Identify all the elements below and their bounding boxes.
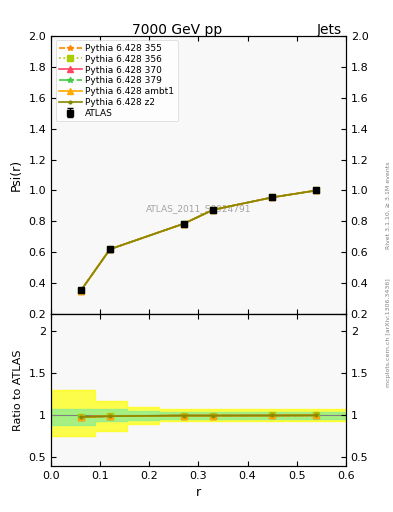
Pythia 6.428 356	[108, 246, 112, 252]
Pythia 6.428 356	[78, 288, 83, 294]
Pythia 6.428 355	[108, 246, 112, 252]
Line: Pythia 6.428 370: Pythia 6.428 370	[78, 188, 319, 294]
Pythia 6.428 356	[211, 207, 216, 213]
Pythia 6.428 355	[314, 187, 319, 194]
Pythia 6.428 ambt1	[314, 187, 319, 194]
Pythia 6.428 370	[211, 207, 216, 213]
Pythia 6.428 356	[314, 187, 319, 194]
Pythia 6.428 379	[78, 288, 83, 294]
Pythia 6.428 z2	[211, 207, 216, 213]
Pythia 6.428 ambt1	[78, 288, 83, 294]
Pythia 6.428 379	[314, 187, 319, 194]
Pythia 6.428 370	[314, 187, 319, 194]
Pythia 6.428 370	[182, 221, 186, 227]
Pythia 6.428 356	[182, 221, 186, 227]
Pythia 6.428 z2	[270, 195, 275, 201]
Pythia 6.428 z2	[108, 246, 112, 252]
Text: Rivet 3.1.10, ≥ 3.1M events: Rivet 3.1.10, ≥ 3.1M events	[386, 161, 391, 248]
Y-axis label: Ratio to ATLAS: Ratio to ATLAS	[13, 349, 23, 431]
Pythia 6.428 z2	[78, 288, 83, 294]
Pythia 6.428 356	[270, 195, 275, 201]
Line: Pythia 6.428 ambt1: Pythia 6.428 ambt1	[78, 188, 319, 294]
Legend: Pythia 6.428 355, Pythia 6.428 356, Pythia 6.428 370, Pythia 6.428 379, Pythia 6: Pythia 6.428 355, Pythia 6.428 356, Pyth…	[55, 40, 178, 121]
Pythia 6.428 z2	[314, 187, 319, 194]
Text: ATLAS_2011_S8924791: ATLAS_2011_S8924791	[146, 204, 251, 213]
Pythia 6.428 379	[270, 195, 275, 201]
Pythia 6.428 ambt1	[182, 221, 186, 227]
Pythia 6.428 370	[108, 246, 112, 252]
Pythia 6.428 z2	[182, 221, 186, 227]
Pythia 6.428 355	[211, 207, 216, 213]
Pythia 6.428 355	[270, 195, 275, 201]
Y-axis label: Psi(r): Psi(r)	[10, 159, 23, 191]
Pythia 6.428 370	[78, 288, 83, 294]
X-axis label: r: r	[196, 486, 201, 499]
Text: 7000 GeV pp: 7000 GeV pp	[132, 23, 222, 37]
Pythia 6.428 379	[108, 246, 112, 252]
Line: Pythia 6.428 379: Pythia 6.428 379	[78, 188, 319, 294]
Pythia 6.428 355	[78, 288, 83, 294]
Pythia 6.428 ambt1	[270, 195, 275, 201]
Pythia 6.428 ambt1	[211, 207, 216, 213]
Pythia 6.428 355	[182, 221, 186, 227]
Text: Jets: Jets	[317, 23, 342, 37]
Line: Pythia 6.428 356: Pythia 6.428 356	[78, 188, 319, 294]
Pythia 6.428 ambt1	[108, 246, 112, 252]
Pythia 6.428 379	[211, 207, 216, 213]
Text: mcplots.cern.ch [arXiv:1306.3436]: mcplots.cern.ch [arXiv:1306.3436]	[386, 279, 391, 387]
Pythia 6.428 370	[270, 195, 275, 201]
Line: Pythia 6.428 355: Pythia 6.428 355	[78, 188, 319, 294]
Pythia 6.428 379	[182, 221, 186, 227]
Line: Pythia 6.428 z2: Pythia 6.428 z2	[78, 188, 319, 294]
